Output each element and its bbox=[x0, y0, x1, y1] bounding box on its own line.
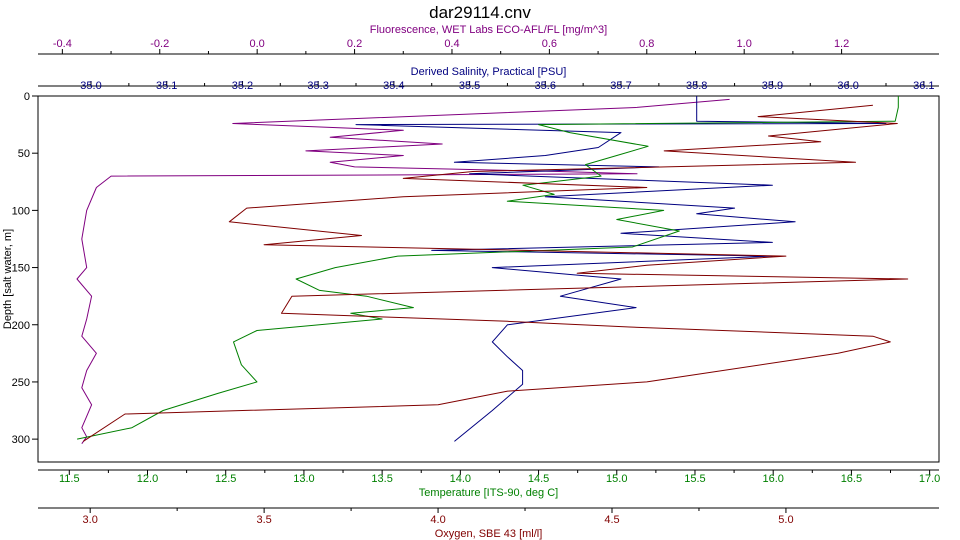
temperature-tick-label-13-5: 13.5 bbox=[371, 473, 392, 485]
y-axis-title: Depth [salt water, m] bbox=[2, 229, 14, 329]
temperature-tick-label-15-0: 15.0 bbox=[606, 473, 627, 485]
axes-layer: 0 50 100 150 200 250 300 Depth [salt water, m] -… bbox=[2, 24, 940, 540]
y-tick-label-250: 250 bbox=[12, 377, 30, 389]
temperature-tick-label-17-0: 17.0 bbox=[919, 473, 940, 485]
fluorescence-tick-label-0-4: 0.4 bbox=[444, 38, 459, 50]
y-tick-label-300: 300 bbox=[12, 434, 30, 446]
series-layer bbox=[76, 96, 909, 444]
temperature-tick-label-16-0: 16.0 bbox=[762, 473, 783, 485]
fluorescence-tick-label-0-2: 0.2 bbox=[347, 38, 362, 50]
salinity-tick-label-35-7: 35.7 bbox=[610, 80, 631, 92]
temperature-tick-label-12-5: 12.5 bbox=[215, 473, 236, 485]
salinity-tick-label-35-1: 35.1 bbox=[156, 80, 177, 92]
y-tick-label-50: 50 bbox=[18, 148, 30, 160]
chart-title: dar29114.cnv bbox=[429, 3, 531, 22]
salinity-tick-label-35-9: 35.9 bbox=[762, 80, 783, 92]
temperature-profile-line bbox=[76, 96, 899, 440]
y-tick-label-150: 150 bbox=[12, 263, 30, 275]
salinity-tick-label-35-8: 35.8 bbox=[686, 80, 707, 92]
y-tick-label-0: 0 bbox=[24, 91, 30, 103]
salinity-tick-label-35-6: 35.6 bbox=[535, 80, 556, 92]
oxygen-tick-label-4-0: 4.0 bbox=[430, 514, 445, 526]
oxygen-tick-label-3-5: 3.5 bbox=[256, 514, 271, 526]
temperature-tick-label-15-5: 15.5 bbox=[684, 473, 705, 485]
temperature-tick-label-16-5: 16.5 bbox=[841, 473, 862, 485]
salinity-tick-label-35-4: 35.4 bbox=[383, 80, 404, 92]
y-tick-label-100: 100 bbox=[12, 205, 30, 217]
oxygen-profile-line bbox=[82, 104, 909, 442]
temperature-tick-label-14-5: 14.5 bbox=[528, 473, 549, 485]
salinity-tick-label-36-0: 36.0 bbox=[837, 80, 858, 92]
oxygen-tick-label-4-5: 4.5 bbox=[604, 514, 619, 526]
fluorescence-tick-label-0-8: 0.8 bbox=[639, 38, 654, 50]
temperature-tick-label-14-0: 14.0 bbox=[450, 473, 471, 485]
fluorescence-tick-label-1-0: 1.0 bbox=[737, 38, 752, 50]
fluorescence-tick-label-0-4: -0.4 bbox=[53, 38, 72, 50]
oxygen-tick-label-3-0: 3.0 bbox=[83, 514, 98, 526]
salinity-axis-title: Derived Salinity, Practical [PSU] bbox=[411, 66, 567, 78]
temperature-tick-label-13-0: 13.0 bbox=[293, 473, 314, 485]
oxygen-tick-label-5-0: 5.0 bbox=[778, 514, 793, 526]
salinity-tick-label-35-3: 35.3 bbox=[307, 80, 328, 92]
plot-frame bbox=[37, 95, 940, 463]
temperature-tick-label-12-0: 12.0 bbox=[137, 473, 158, 485]
fluorescence-tick-label-0-6: 0.6 bbox=[542, 38, 557, 50]
fluorescence-profile-line bbox=[76, 98, 730, 444]
oxygen-axis-title: Oxygen, SBE 43 [ml/l] bbox=[435, 528, 543, 540]
fluorescence-tick-label-0-2: -0.2 bbox=[150, 38, 169, 50]
salinity-tick-label-35-2: 35.2 bbox=[232, 80, 253, 92]
salinity-tick-label-36-1: 36.1 bbox=[913, 80, 934, 92]
fluorescence-axis-title: Fluorescence, WET Labs ECO-AFL/FL [mg/m^… bbox=[370, 24, 607, 36]
salinity-tick-label-35-5: 35.5 bbox=[459, 80, 480, 92]
fluorescence-tick-label-0-0: 0.0 bbox=[250, 38, 265, 50]
salinity-profile-line bbox=[355, 96, 887, 442]
temperature-axis-title: Temperature [ITS-90, deg C] bbox=[419, 487, 558, 499]
y-tick-label-200: 200 bbox=[12, 320, 30, 332]
temperature-tick-label-11-5: 11.5 bbox=[59, 473, 80, 485]
salinity-tick-label-35-0: 35.0 bbox=[80, 80, 101, 92]
fluorescence-tick-label-1-2: 1.2 bbox=[834, 38, 849, 50]
